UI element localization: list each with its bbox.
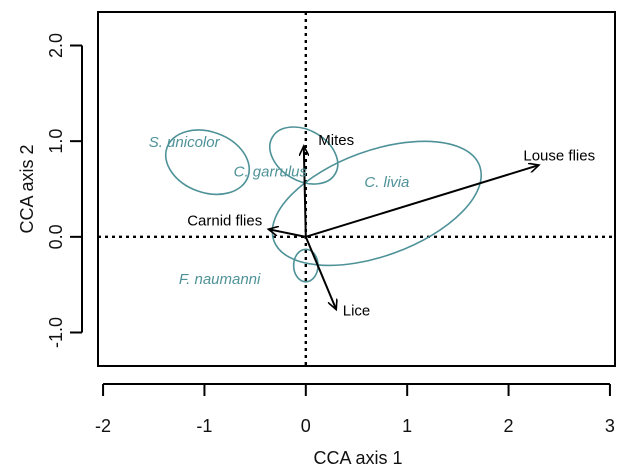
vector-lice <box>304 236 336 310</box>
x-tick-label: 1 <box>402 416 412 436</box>
species-ellipses <box>164 126 483 283</box>
vector-louse-flies <box>305 165 539 238</box>
x-tick-label: 3 <box>605 416 615 436</box>
y-axis-title: CCA axis 2 <box>17 144 37 233</box>
y-axis: -1.0 0.0 1.0 2.0 <box>46 33 83 348</box>
x-tick-label: -2 <box>95 416 111 436</box>
y-tick-label: 0.0 <box>46 224 66 249</box>
species-ellipse-s-unicolor <box>164 129 251 196</box>
vector-mites <box>304 146 306 237</box>
species-label-f-naumanni: F. naumanni <box>179 271 261 288</box>
vector-labels: Mites Louse flies Carnid flies Lice <box>187 132 595 319</box>
x-axis-title: CCA axis 1 <box>313 448 402 468</box>
plot-frame <box>97 11 616 367</box>
species-label-c-garrulus: C. garrulus <box>234 164 308 181</box>
species-ellipse-c-livia <box>271 140 483 267</box>
x-axis: -2 -1 0 1 2 3 <box>95 383 615 436</box>
y-tick-label: -1.0 <box>46 317 66 348</box>
species-label-s-unicolor: S. unicolor <box>149 134 221 151</box>
reference-lines <box>98 12 615 366</box>
vector-carnid-flies <box>268 229 307 238</box>
species-label-c-livia: C. livia <box>364 174 409 191</box>
y-tick-label: 1.0 <box>46 129 66 154</box>
vector-label-louse-flies: Louse flies <box>523 147 595 164</box>
vector-label-mites: Mites <box>318 132 354 149</box>
x-tick-label: 2 <box>504 416 514 436</box>
species-ellipse-c-garrulus <box>269 126 339 185</box>
x-tick-label: 0 <box>301 416 311 436</box>
environment-vectors <box>268 146 539 310</box>
vector-label-carnid-flies: Carnid flies <box>187 212 262 229</box>
species-labels: S. unicolor C. garrulus C. livia F. naumann… <box>149 134 410 288</box>
vector-label-lice: Lice <box>343 302 371 319</box>
y-tick-label: 2.0 <box>46 33 66 58</box>
x-tick-label: -1 <box>196 416 212 436</box>
